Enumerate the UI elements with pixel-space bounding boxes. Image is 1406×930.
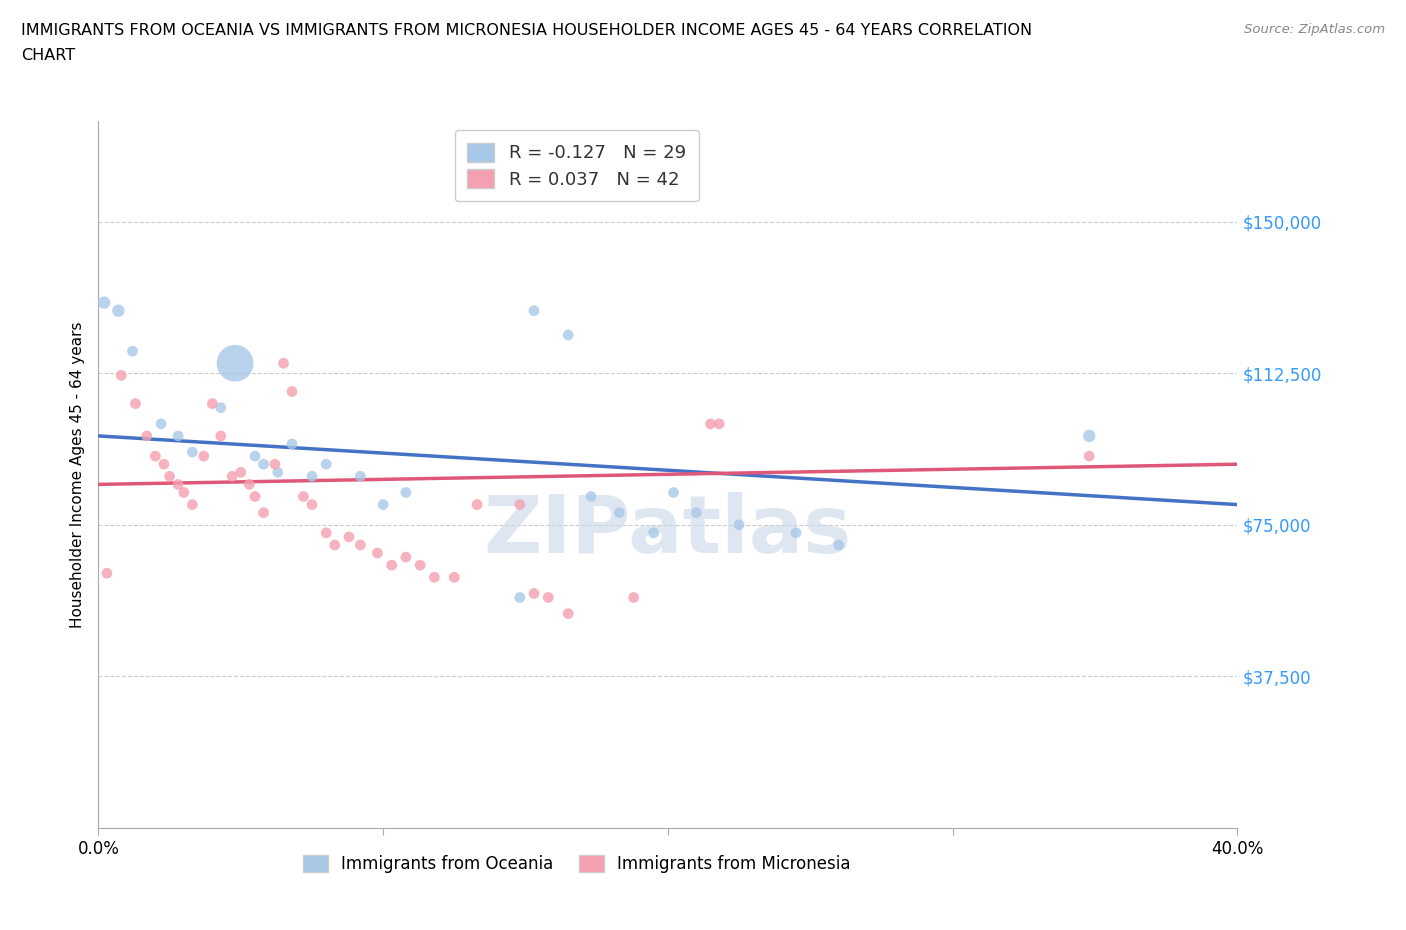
Point bbox=[264, 457, 287, 472]
Text: CHART: CHART bbox=[21, 48, 75, 63]
Point bbox=[121, 344, 143, 359]
Point bbox=[443, 570, 465, 585]
Point bbox=[124, 396, 146, 411]
Point bbox=[728, 517, 751, 532]
Point bbox=[523, 303, 546, 318]
Point bbox=[523, 586, 546, 601]
Point bbox=[349, 538, 371, 552]
Point bbox=[181, 445, 204, 459]
Point bbox=[323, 538, 346, 552]
Point bbox=[173, 485, 195, 500]
Point bbox=[110, 368, 132, 383]
Y-axis label: Householder Income Ages 45 - 64 years: Householder Income Ages 45 - 64 years bbox=[69, 321, 84, 628]
Point bbox=[292, 489, 315, 504]
Point bbox=[96, 565, 118, 580]
Point bbox=[579, 489, 602, 504]
Point bbox=[159, 469, 181, 484]
Text: Source: ZipAtlas.com: Source: ZipAtlas.com bbox=[1244, 23, 1385, 36]
Point bbox=[1078, 429, 1101, 444]
Legend: Immigrants from Oceania, Immigrants from Micronesia: Immigrants from Oceania, Immigrants from… bbox=[292, 844, 860, 883]
Point bbox=[423, 570, 446, 585]
Point bbox=[209, 429, 232, 444]
Point bbox=[107, 303, 129, 318]
Point bbox=[167, 477, 190, 492]
Point bbox=[509, 498, 531, 512]
Point bbox=[243, 489, 266, 504]
Point bbox=[557, 327, 579, 342]
Point bbox=[273, 356, 295, 371]
Point bbox=[181, 498, 204, 512]
Point bbox=[315, 525, 337, 540]
Point bbox=[509, 590, 531, 604]
Point bbox=[281, 436, 304, 451]
Point bbox=[623, 590, 645, 604]
Point bbox=[229, 465, 252, 480]
Point bbox=[707, 417, 730, 432]
Point bbox=[301, 469, 323, 484]
Point bbox=[685, 505, 707, 520]
Point bbox=[662, 485, 685, 500]
Point bbox=[221, 469, 243, 484]
Point bbox=[301, 498, 323, 512]
Point bbox=[145, 448, 167, 463]
Point bbox=[252, 505, 274, 520]
Point bbox=[366, 546, 388, 561]
Point bbox=[828, 538, 851, 552]
Point bbox=[193, 448, 215, 463]
Point bbox=[252, 457, 274, 472]
Point bbox=[537, 590, 560, 604]
Point bbox=[201, 396, 224, 411]
Text: ZIPatlas: ZIPatlas bbox=[484, 492, 852, 570]
Point bbox=[153, 457, 176, 472]
Point bbox=[93, 295, 115, 310]
Point bbox=[373, 498, 395, 512]
Point bbox=[381, 558, 404, 573]
Point bbox=[167, 429, 190, 444]
Point bbox=[465, 498, 488, 512]
Point bbox=[224, 356, 246, 371]
Point bbox=[609, 505, 631, 520]
Point bbox=[395, 550, 418, 565]
Point bbox=[135, 429, 157, 444]
Point bbox=[1078, 448, 1101, 463]
Point bbox=[409, 558, 432, 573]
Point bbox=[281, 384, 304, 399]
Point bbox=[238, 477, 260, 492]
Point bbox=[150, 417, 173, 432]
Point bbox=[209, 400, 232, 415]
Text: IMMIGRANTS FROM OCEANIA VS IMMIGRANTS FROM MICRONESIA HOUSEHOLDER INCOME AGES 45: IMMIGRANTS FROM OCEANIA VS IMMIGRANTS FR… bbox=[21, 23, 1032, 38]
Point bbox=[267, 465, 290, 480]
Point bbox=[395, 485, 418, 500]
Point bbox=[337, 529, 360, 544]
Point bbox=[699, 417, 721, 432]
Point bbox=[557, 606, 579, 621]
Point bbox=[643, 525, 665, 540]
Point bbox=[243, 448, 266, 463]
Point bbox=[349, 469, 371, 484]
Point bbox=[785, 525, 807, 540]
Point bbox=[315, 457, 337, 472]
